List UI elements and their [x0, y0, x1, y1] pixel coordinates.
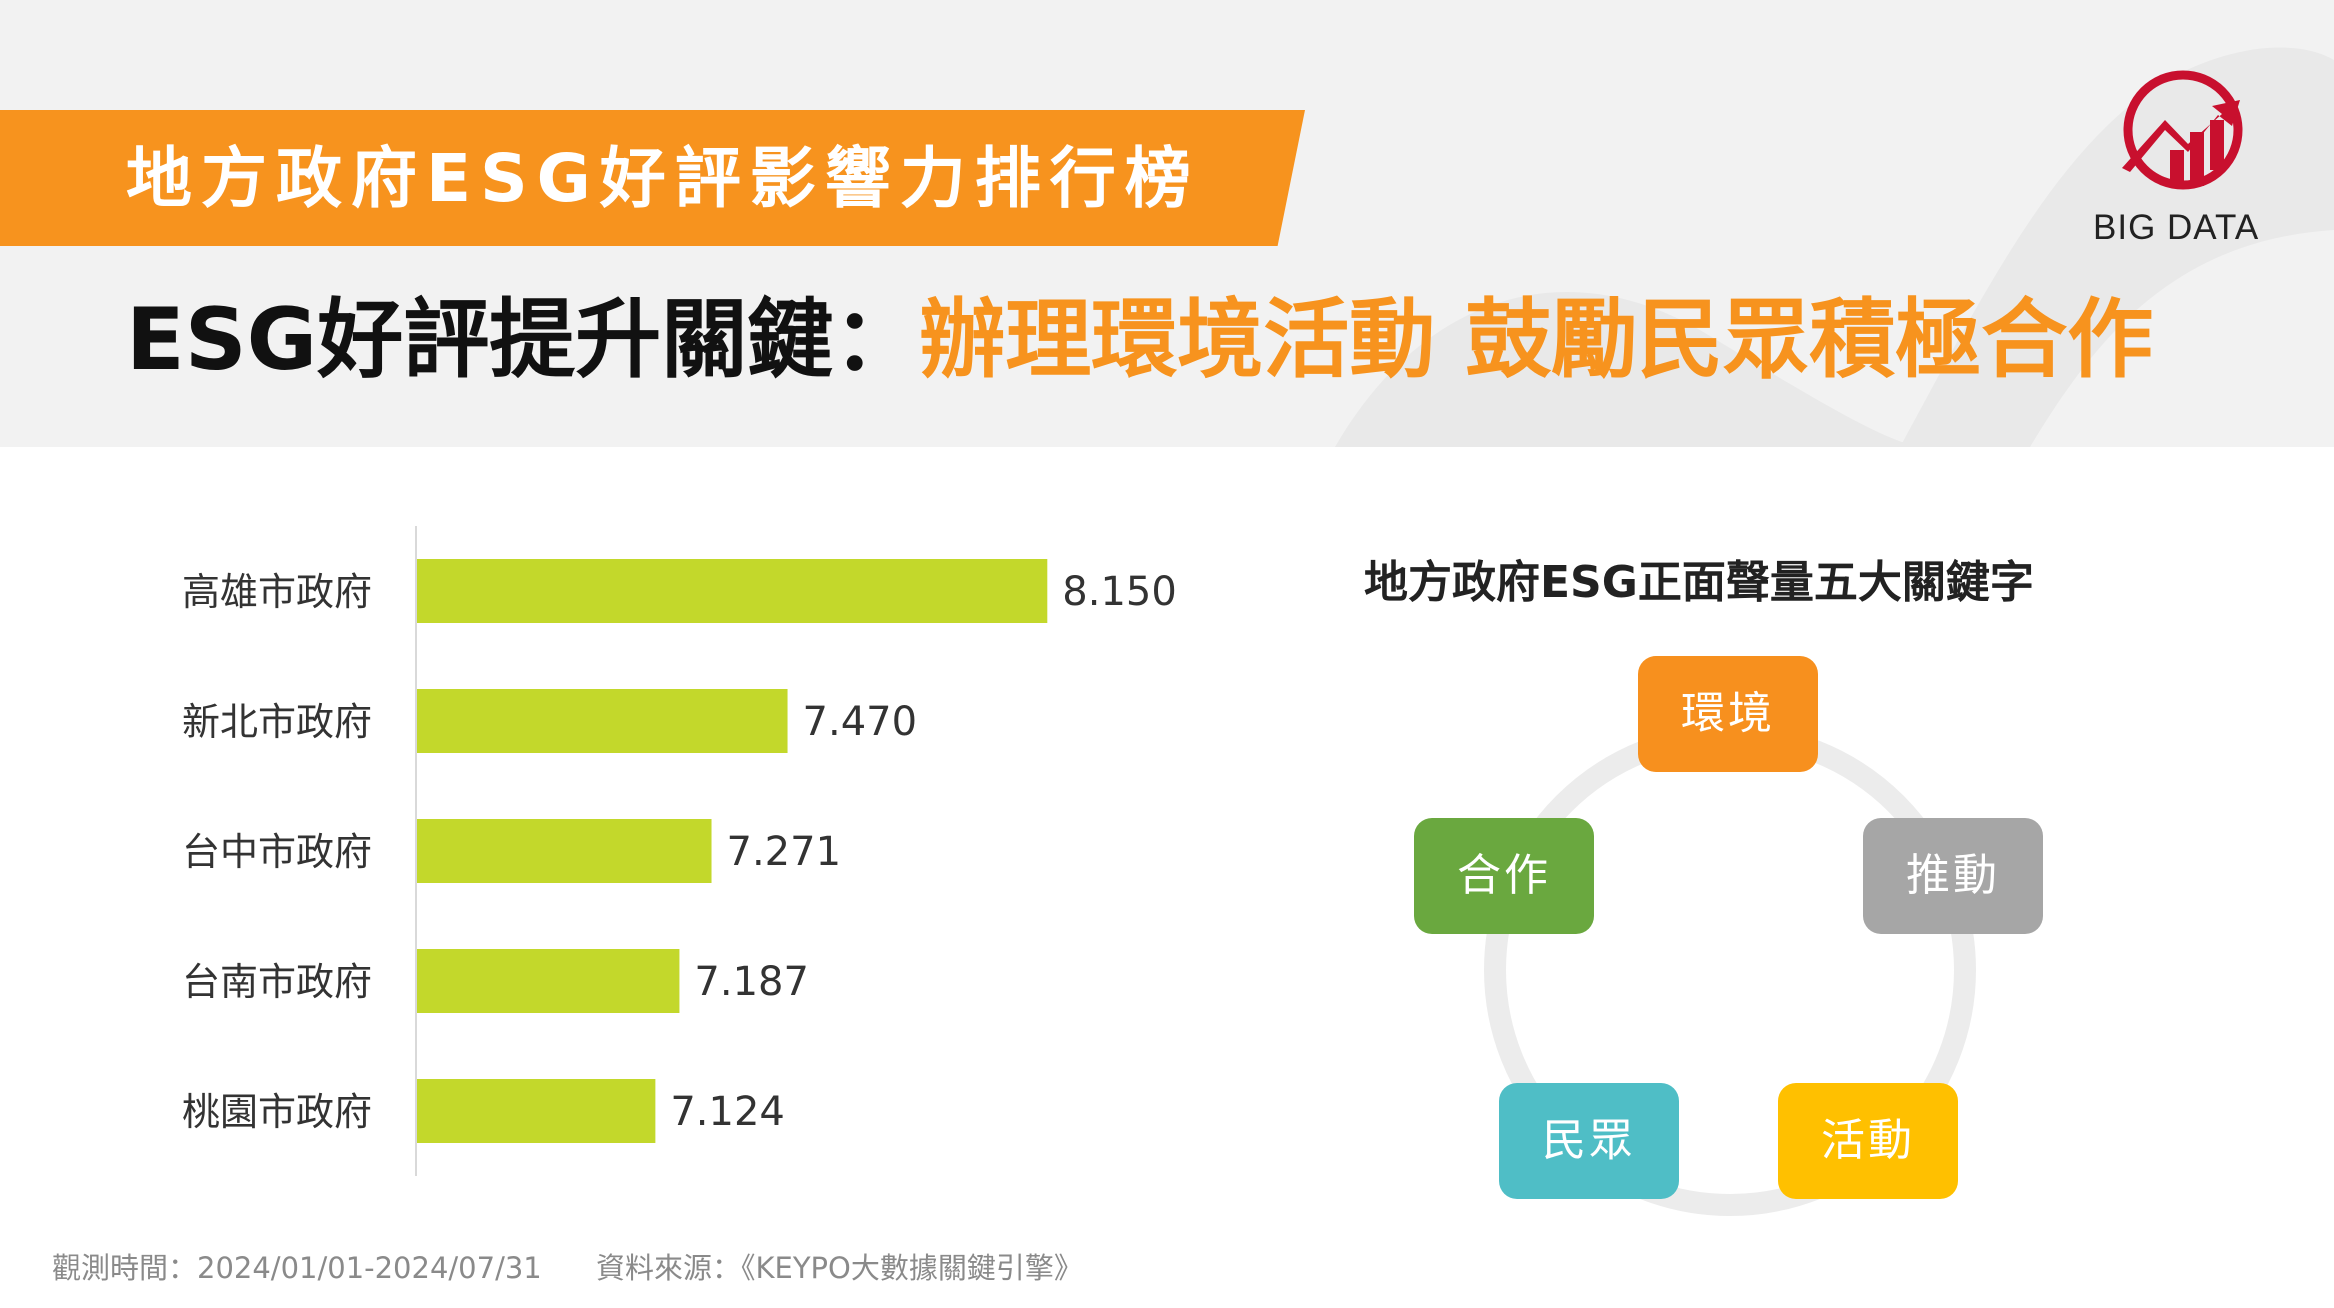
keyword-box-promote: 推動 [1863, 818, 2043, 934]
observation-period: 觀測時間：2024/01/01-2024/07/31 [52, 1251, 542, 1285]
category-label: 桃園市政府 [182, 1090, 372, 1134]
decorative-swoosh [1335, 47, 2334, 447]
bar-value-label: 7.124 [670, 1089, 785, 1135]
keyword-box-public: 民眾 [1499, 1083, 1679, 1199]
keyword-box-activity: 活動 [1778, 1083, 1958, 1199]
bar [417, 689, 788, 753]
bar [417, 559, 1048, 623]
logo-text: BIG DATA [2093, 208, 2260, 247]
keywords-title: 地方政府ESG正面聲量五大關鍵字 [1364, 557, 2034, 608]
bar-value-label: 8.150 [1062, 569, 1177, 615]
bar-value-label: 7.470 [803, 699, 918, 745]
category-label: 台中市政府 [182, 830, 372, 874]
page-headline: ESG好評提升關鍵：辦理環境活動 鼓勵民眾積極合作 [126, 280, 2153, 400]
headline-highlight: 辦理環境活動 鼓勵民眾積極合作 [919, 290, 2154, 390]
category-label: 台南市政府 [182, 960, 372, 1004]
category-label: 高雄市政府 [182, 570, 372, 614]
bar [417, 949, 680, 1013]
big-data-logo-icon [2122, 70, 2243, 190]
keyword-box-environment: 環境 [1638, 656, 1818, 772]
bar-value-label: 7.187 [694, 959, 809, 1005]
ranking-bar-chart: 高雄市政府 8.150 新北市政府 7.470 台中市政府 7.271 台南市政府 7.187… [182, 526, 1177, 1176]
keyword-box-cooperation: 合作 [1414, 818, 1594, 934]
bar [417, 819, 712, 883]
bar-value-label: 7.271 [727, 829, 842, 875]
data-source: 資料來源：《KEYPO大數據關鍵引擎》 [596, 1251, 1083, 1285]
bar [417, 1079, 656, 1143]
headline-key: ESG好評提升關鍵： [126, 290, 920, 390]
title-banner [0, 110, 1305, 246]
category-label: 新北市政府 [182, 700, 372, 744]
banner-title: 地方政府ESG好評影響力排行榜 [126, 140, 1200, 217]
